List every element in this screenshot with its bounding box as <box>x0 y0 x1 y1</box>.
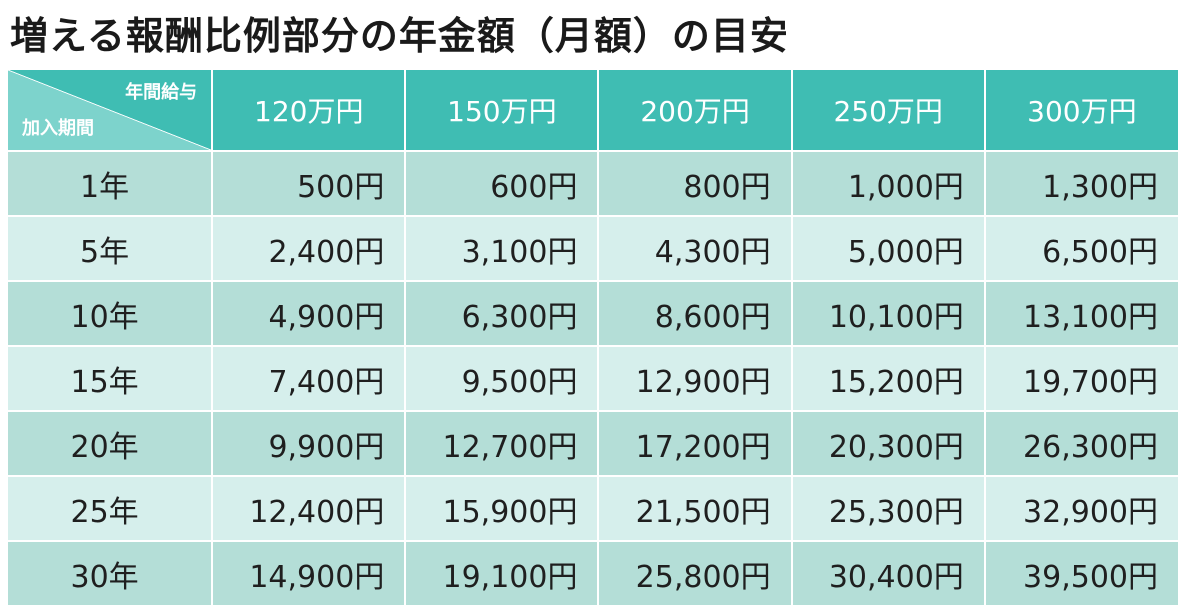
amount-cell: 25,800円 <box>598 540 793 605</box>
table-row: 1年 500円 600円 800円 1,000円 1,300円 <box>8 150 1178 216</box>
period-cell: 20年 <box>8 410 214 476</box>
amount-cell: 21,500円 <box>598 475 793 541</box>
column-header: 300万円 <box>984 70 1178 151</box>
amount-cell: 2,400円 <box>212 215 407 281</box>
amount-cell: 15,200円 <box>791 345 986 411</box>
amount-cell: 9,900円 <box>212 410 407 476</box>
amount-cell: 30,400円 <box>791 540 986 605</box>
amount-cell: 9,500円 <box>405 345 600 411</box>
amount-cell: 600円 <box>405 150 600 216</box>
amount-cell: 6,500円 <box>984 215 1178 281</box>
amount-cell: 14,900円 <box>212 540 407 605</box>
amount-cell: 32,900円 <box>984 475 1178 541</box>
amount-cell: 19,700円 <box>984 345 1178 411</box>
amount-cell: 6,300円 <box>405 280 600 346</box>
enrollment-period-label: 加入期間 <box>22 118 94 139</box>
amount-cell: 15,900円 <box>405 475 600 541</box>
amount-cell: 39,500円 <box>984 540 1178 605</box>
pension-table: 年間給与 加入期間 120万円 150万円 200万円 250万円 300万円 … <box>8 70 1178 605</box>
table-row: 30年 14,900円 19,100円 25,800円 30,400円 39,5… <box>8 540 1178 605</box>
amount-cell: 4,900円 <box>212 280 407 346</box>
header-row: 年間給与 加入期間 120万円 150万円 200万円 250万円 300万円 <box>8 70 1178 151</box>
table-row: 25年 12,400円 15,900円 21,500円 25,300円 32,9… <box>8 475 1178 541</box>
column-header: 250万円 <box>791 70 986 151</box>
amount-cell: 3,100円 <box>405 215 600 281</box>
amount-cell: 13,100円 <box>984 280 1178 346</box>
amount-cell: 19,100円 <box>405 540 600 605</box>
period-cell: 25年 <box>8 475 214 541</box>
amount-cell: 20,300円 <box>791 410 986 476</box>
period-cell: 5年 <box>8 215 214 281</box>
amount-cell: 8,600円 <box>598 280 793 346</box>
period-cell: 1年 <box>8 150 214 216</box>
table-row: 15年 7,400円 9,500円 12,900円 15,200円 19,700… <box>8 345 1178 411</box>
amount-cell: 12,900円 <box>598 345 793 411</box>
amount-cell: 500円 <box>212 150 407 216</box>
amount-cell: 7,400円 <box>212 345 407 411</box>
period-cell: 30年 <box>8 540 214 605</box>
amount-cell: 10,100円 <box>791 280 986 346</box>
amount-cell: 26,300円 <box>984 410 1178 476</box>
table-row: 5年 2,400円 3,100円 4,300円 5,000円 6,500円 <box>8 215 1178 281</box>
column-header: 200万円 <box>598 70 793 151</box>
column-header: 150万円 <box>405 70 600 151</box>
amount-cell: 1,300円 <box>984 150 1178 216</box>
amount-cell: 12,700円 <box>405 410 600 476</box>
page-title: 増える報酬比例部分の年金額（月額）の目安 <box>10 14 789 58</box>
table-row: 20年 9,900円 12,700円 17,200円 20,300円 26,30… <box>8 410 1178 476</box>
amount-cell: 12,400円 <box>212 475 407 541</box>
amount-cell: 17,200円 <box>598 410 793 476</box>
amount-cell: 1,000円 <box>791 150 986 216</box>
period-cell: 10年 <box>8 280 214 346</box>
column-header: 120万円 <box>212 70 407 151</box>
period-cell: 15年 <box>8 345 214 411</box>
amount-cell: 4,300円 <box>598 215 793 281</box>
amount-cell: 25,300円 <box>791 475 986 541</box>
corner-header-cell: 年間給与 加入期間 <box>8 70 214 151</box>
amount-cell: 5,000円 <box>791 215 986 281</box>
amount-cell: 800円 <box>598 150 793 216</box>
table-row: 10年 4,900円 6,300円 8,600円 10,100円 13,100円 <box>8 280 1178 346</box>
annual-salary-label: 年間給与 <box>125 82 198 103</box>
